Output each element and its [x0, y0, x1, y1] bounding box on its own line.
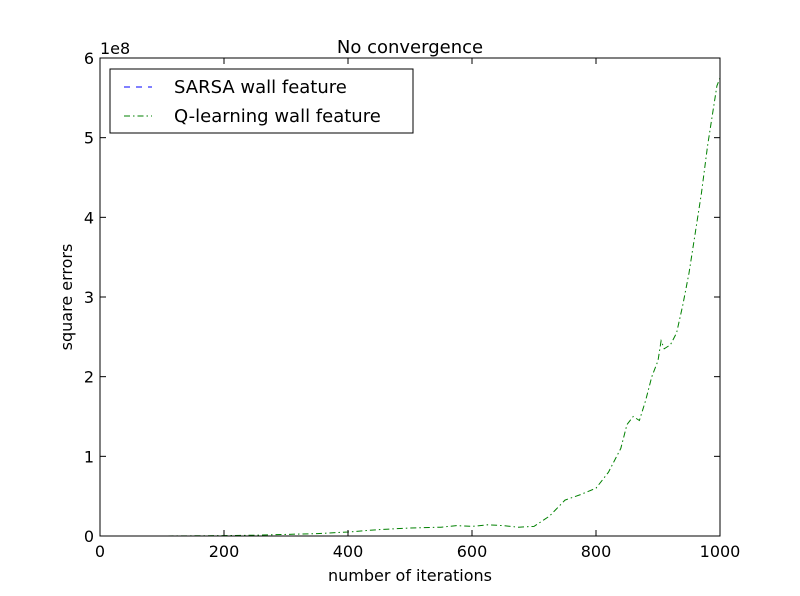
legend-items: SARSA wall feature Q-learning wall featur…	[124, 77, 381, 127]
series-line-1	[100, 77, 721, 537]
y-tick-label-5: 5	[84, 129, 94, 148]
ticks-layer: 0 200 400 600 800 1000 0 1 2 3 4 5 6	[84, 49, 741, 561]
y-tick-label-1: 1	[84, 447, 94, 466]
series-layer	[100, 77, 721, 537]
legend-box	[109, 68, 414, 134]
y-tick-label-2: 2	[84, 368, 94, 387]
legend-label-0: SARSA wall feature	[174, 77, 347, 98]
x-tick-label-2: 400	[333, 542, 364, 561]
y-axis-label: square errors	[57, 244, 76, 351]
y-tick-label-3: 3	[84, 288, 94, 307]
legend-label-1: Q-learning wall feature	[174, 106, 381, 127]
y-tick-label-0: 0	[84, 527, 94, 546]
y-tick-label-6: 6	[84, 49, 94, 68]
chart-title: No convergence	[337, 37, 483, 58]
x-tick-label-5: 1000	[700, 542, 741, 561]
x-tick-label-4: 800	[581, 542, 612, 561]
x-tick-label-0: 0	[95, 542, 105, 561]
x-tick-label-3: 600	[457, 542, 488, 561]
x-axis-label: number of iterations	[328, 566, 492, 585]
y-tick-label-4: 4	[84, 208, 94, 227]
y-offset-label: 1e8	[100, 39, 130, 58]
legend: SARSA wall feature Q-learning wall featur…	[109, 68, 414, 134]
x-tick-label-1: 200	[209, 542, 240, 561]
